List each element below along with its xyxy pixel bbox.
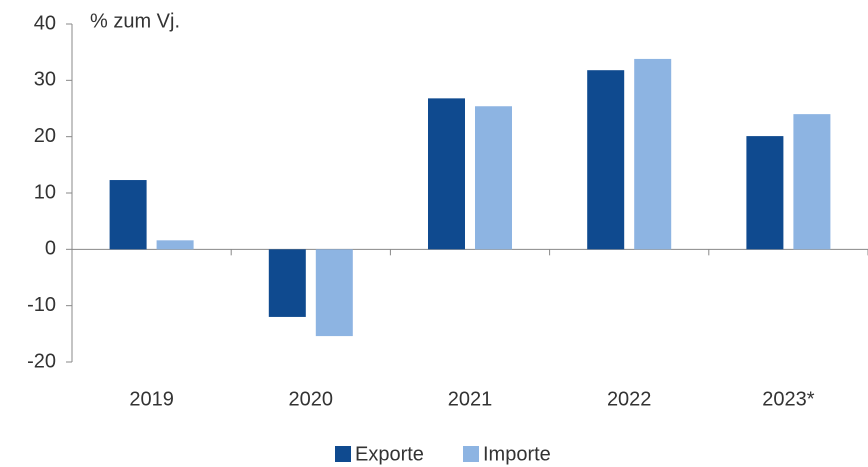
legend-label: Importe — [483, 443, 551, 465]
bar — [156, 240, 194, 250]
x-tick-label: 2021 — [448, 388, 493, 410]
bar — [587, 70, 625, 250]
y-tick-label: -20 — [27, 350, 56, 372]
legend-swatch — [463, 446, 479, 462]
legend-label: Exporte — [355, 443, 424, 465]
bar — [109, 180, 147, 250]
bar — [746, 136, 784, 250]
bar — [793, 114, 831, 250]
x-tick-label: 2019 — [129, 388, 174, 410]
x-tick-label: 2020 — [289, 388, 334, 410]
bar — [315, 249, 353, 337]
y-tick-label: 0 — [45, 238, 56, 260]
y-tick-label: 30 — [34, 69, 56, 91]
y-tick-label: 40 — [34, 12, 56, 34]
legend-swatch — [335, 446, 351, 462]
y-tick-label: -10 — [27, 294, 56, 316]
x-tick-label: 2022 — [607, 388, 652, 410]
y-tick-label: 10 — [34, 181, 56, 203]
bar — [475, 106, 512, 250]
y-axis-label: % zum Vj. — [90, 10, 180, 32]
x-tick-label: 2023* — [762, 388, 814, 410]
bar — [268, 249, 306, 317]
bar — [428, 98, 465, 250]
y-tick-label: 20 — [34, 125, 56, 147]
bar — [634, 58, 672, 250]
